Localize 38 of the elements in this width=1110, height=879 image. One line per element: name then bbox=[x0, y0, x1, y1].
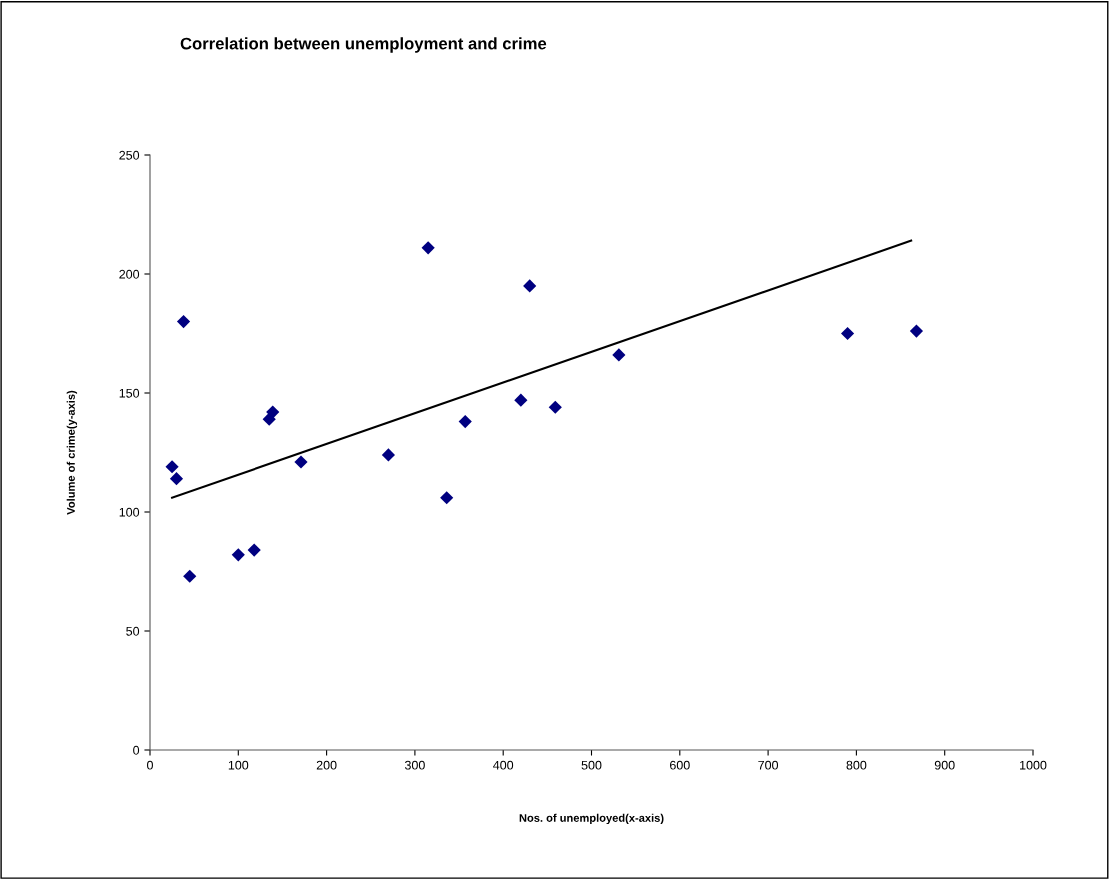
point bbox=[840, 326, 855, 341]
x-tick-label: 900 bbox=[934, 760, 955, 770]
chart-title: Correlation between unemployment and crime bbox=[180, 37, 547, 53]
x-tick-label: 100 bbox=[228, 760, 249, 770]
x-tick-label: 200 bbox=[316, 760, 337, 770]
point bbox=[266, 405, 280, 419]
point bbox=[169, 472, 184, 486]
y-tick-label: 0 bbox=[133, 745, 140, 755]
y-tick-label: 250 bbox=[119, 150, 140, 160]
x-tick-label: 500 bbox=[581, 760, 602, 770]
point bbox=[514, 393, 528, 407]
x-tick-label: 700 bbox=[758, 760, 779, 770]
x-tick-label: 1000 bbox=[1020, 760, 1047, 770]
point bbox=[909, 324, 924, 338]
y-axis-title: Volume of crime(y-axis) bbox=[66, 390, 78, 515]
point bbox=[548, 400, 562, 414]
point bbox=[165, 460, 179, 474]
x-tick-label: 600 bbox=[670, 760, 690, 770]
x-tick-label: 400 bbox=[493, 760, 514, 770]
y-tick-label: 100 bbox=[119, 507, 140, 517]
point bbox=[231, 548, 245, 562]
point bbox=[612, 348, 626, 362]
point bbox=[183, 569, 197, 583]
y-tick-label: 50 bbox=[126, 626, 140, 636]
point bbox=[381, 448, 395, 462]
point bbox=[247, 543, 261, 557]
x-tick-label: 800 bbox=[846, 760, 867, 770]
point bbox=[421, 241, 435, 255]
x-axis-title: Nos. of unemployed(x-axis) bbox=[519, 813, 664, 825]
x-tick-label: 300 bbox=[404, 760, 425, 770]
x-tick-label: 0 bbox=[147, 760, 153, 770]
y-tick-label: 150 bbox=[119, 388, 140, 398]
point bbox=[458, 414, 472, 429]
y-tick-label: 200 bbox=[119, 269, 140, 279]
point bbox=[440, 491, 454, 505]
point bbox=[176, 315, 191, 329]
point bbox=[523, 279, 537, 293]
point bbox=[294, 455, 308, 469]
